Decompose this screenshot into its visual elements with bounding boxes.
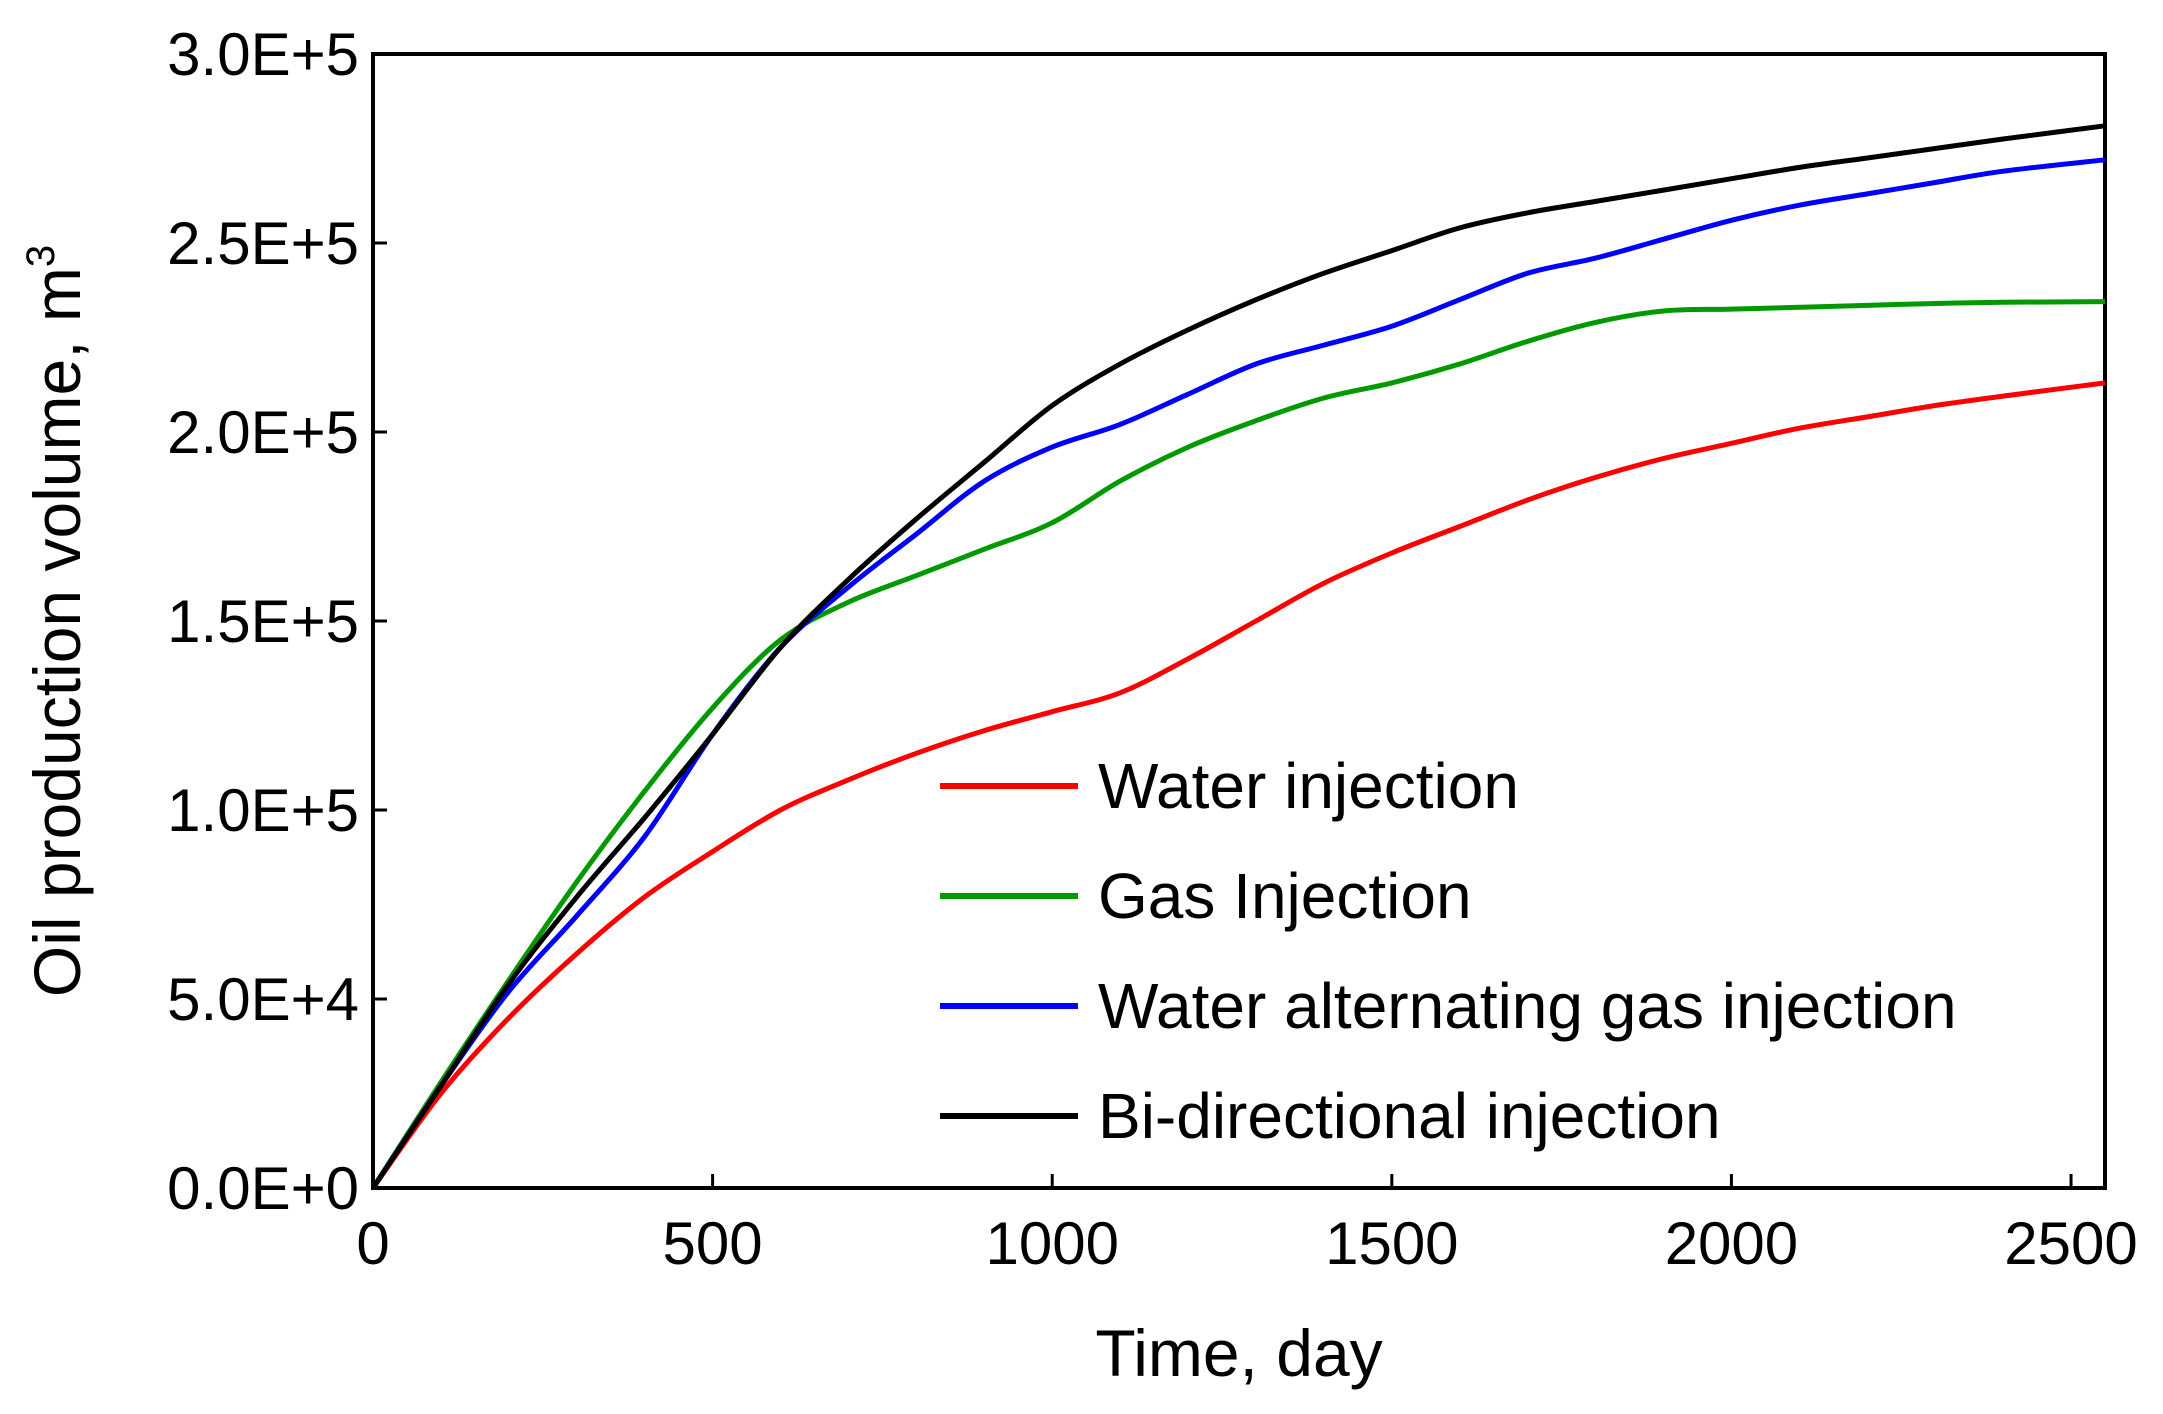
series-line-water-alternating-gas-injection <box>370 157 2106 1190</box>
series-lines <box>370 123 2106 1190</box>
x-axis-ticks: 0 500 1000 1500 2000 2500 <box>356 1174 2138 1277</box>
legend: Water injection Gas Injection Water altern… <box>940 750 1957 1152</box>
legend-label-water-alternating-gas-injection: Water alternating gas injection <box>1098 970 1957 1042</box>
x-tick-label: 500 <box>663 1210 763 1277</box>
x-tick-label: 1500 <box>1325 1210 1458 1277</box>
x-tick-label: 1000 <box>985 1210 1118 1277</box>
y-axis-ticks: 0.0E+0 5.0E+4 1.0E+5 1.5E+5 2.0E+5 2.5E+5 3.0E… <box>167 21 387 1222</box>
y-tick-label: 0.0E+0 <box>167 1155 359 1222</box>
y-tick-label: 3.0E+5 <box>167 21 359 88</box>
y-tick-label: 2.0E+5 <box>167 399 359 466</box>
series-line-gas-injection <box>370 299 2106 1190</box>
series-line-bi-directional-injection <box>370 123 2106 1190</box>
x-tick-label: 2000 <box>1665 1210 1798 1277</box>
x-axis-title: Time, day <box>1095 1316 1382 1390</box>
legend-label-bi-directional-injection: Bi-directional injection <box>1098 1080 1721 1152</box>
y-axis-title-superscript: 3 <box>19 245 63 267</box>
y-tick-label: 1.0E+5 <box>167 777 359 844</box>
legend-label-water-injection: Water injection <box>1098 750 1519 822</box>
y-tick-label: 1.5E+5 <box>167 588 359 655</box>
series-line-water-injection <box>370 380 2106 1190</box>
y-tick-label: 2.5E+5 <box>167 210 359 277</box>
x-tick-label: 0 <box>356 1210 389 1277</box>
y-axis-title-text: Oil production volume, m <box>20 267 94 997</box>
y-axis-title: Oil production volume, m3 <box>19 245 94 997</box>
y-tick-label: 5.0E+4 <box>167 966 359 1033</box>
x-tick-label: 2500 <box>2004 1210 2137 1277</box>
legend-label-gas-injection: Gas Injection <box>1098 860 1472 932</box>
